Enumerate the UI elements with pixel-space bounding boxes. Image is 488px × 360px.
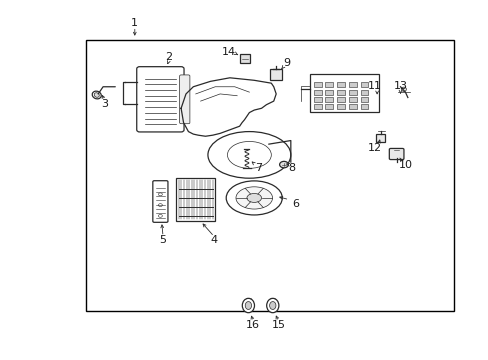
Bar: [86, 40, 453, 311]
Text: 12: 12: [367, 143, 382, 153]
Bar: [336, 82, 344, 87]
Bar: [176, 178, 215, 221]
Ellipse shape: [92, 91, 101, 99]
FancyBboxPatch shape: [137, 67, 183, 132]
Bar: [313, 97, 321, 102]
Ellipse shape: [269, 302, 275, 310]
FancyBboxPatch shape: [179, 75, 189, 124]
Text: 8: 8: [287, 163, 295, 173]
Bar: [239, 54, 250, 63]
Bar: [360, 104, 367, 109]
Text: 15: 15: [271, 320, 285, 330]
Bar: [310, 74, 378, 112]
Text: 2: 2: [165, 52, 172, 62]
Ellipse shape: [266, 298, 278, 313]
Text: 3: 3: [101, 99, 108, 109]
Bar: [348, 97, 356, 102]
Ellipse shape: [279, 161, 288, 168]
Ellipse shape: [246, 193, 261, 202]
Ellipse shape: [244, 302, 251, 310]
Ellipse shape: [158, 193, 162, 196]
Text: 10: 10: [398, 160, 411, 170]
Bar: [313, 104, 321, 109]
Ellipse shape: [242, 298, 254, 313]
Text: 6: 6: [292, 199, 299, 210]
Text: 4: 4: [210, 235, 217, 245]
Text: 14: 14: [222, 46, 236, 57]
FancyBboxPatch shape: [153, 181, 167, 222]
Bar: [325, 90, 332, 95]
Ellipse shape: [158, 204, 162, 207]
Bar: [336, 90, 344, 95]
Ellipse shape: [94, 93, 99, 97]
Text: 1: 1: [131, 18, 138, 28]
Bar: [348, 82, 356, 87]
Bar: [375, 134, 384, 142]
Ellipse shape: [226, 181, 282, 215]
Bar: [325, 82, 332, 87]
FancyBboxPatch shape: [388, 148, 403, 159]
Text: 9: 9: [283, 58, 290, 68]
Bar: [336, 97, 344, 102]
Bar: [313, 82, 321, 87]
Ellipse shape: [401, 87, 406, 91]
Text: 11: 11: [367, 81, 382, 91]
Text: 13: 13: [393, 81, 407, 91]
Bar: [360, 82, 367, 87]
Bar: [313, 90, 321, 95]
Bar: [348, 90, 356, 95]
Bar: [270, 69, 282, 80]
Ellipse shape: [236, 187, 272, 209]
Bar: [325, 104, 332, 109]
Bar: [360, 97, 367, 102]
Bar: [360, 90, 367, 95]
Text: 5: 5: [159, 235, 166, 245]
Ellipse shape: [158, 215, 162, 217]
Text: 16: 16: [246, 320, 260, 330]
Bar: [348, 104, 356, 109]
Text: 7: 7: [255, 163, 262, 173]
Bar: [336, 104, 344, 109]
Bar: [325, 97, 332, 102]
